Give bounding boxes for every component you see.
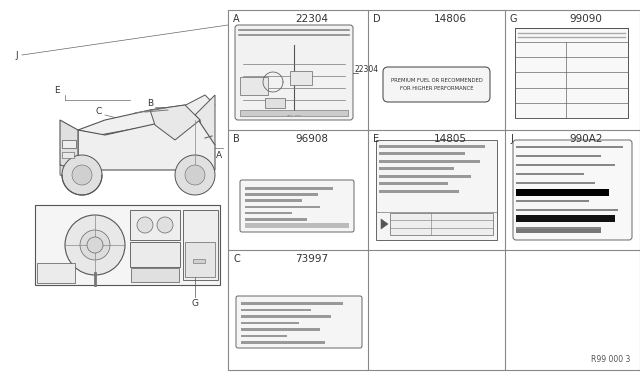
Bar xyxy=(516,189,609,196)
Bar xyxy=(245,218,307,221)
Bar xyxy=(193,259,205,263)
Bar xyxy=(62,140,76,148)
Text: 96908: 96908 xyxy=(296,134,328,144)
Circle shape xyxy=(137,217,153,233)
Polygon shape xyxy=(78,105,195,135)
Bar xyxy=(379,152,465,155)
Bar xyxy=(379,167,454,170)
Bar xyxy=(228,10,640,370)
Bar xyxy=(379,160,480,163)
Text: FOR HIGHER PERFORMANCE: FOR HIGHER PERFORMANCE xyxy=(400,86,473,91)
Bar xyxy=(245,206,320,208)
Text: 99090: 99090 xyxy=(570,14,602,24)
Bar xyxy=(379,190,460,192)
Bar xyxy=(240,110,348,116)
Bar xyxy=(516,215,616,222)
Bar xyxy=(241,302,343,305)
Bar xyxy=(516,182,595,184)
FancyBboxPatch shape xyxy=(383,67,490,102)
Polygon shape xyxy=(175,155,215,195)
Bar xyxy=(390,213,493,235)
Text: 14806: 14806 xyxy=(434,14,467,24)
Bar xyxy=(185,242,215,277)
Bar xyxy=(290,71,312,85)
Bar xyxy=(516,209,618,211)
Bar xyxy=(240,77,268,95)
Polygon shape xyxy=(62,155,102,195)
Text: 22304: 22304 xyxy=(296,14,328,24)
Bar xyxy=(245,199,302,202)
Text: C: C xyxy=(96,106,102,115)
Polygon shape xyxy=(155,95,215,140)
Bar xyxy=(379,175,471,177)
Bar xyxy=(241,328,320,330)
Bar xyxy=(265,98,285,108)
Bar xyxy=(379,182,448,185)
Polygon shape xyxy=(185,165,205,185)
Text: PREMIUM FUEL OR RECOMMENDED: PREMIUM FUEL OR RECOMMENDED xyxy=(390,78,483,83)
Bar xyxy=(515,28,628,118)
Bar xyxy=(131,268,179,282)
Bar xyxy=(245,223,349,228)
Bar xyxy=(379,145,485,148)
Bar xyxy=(241,341,324,343)
Text: J: J xyxy=(510,134,513,144)
Bar xyxy=(35,205,220,285)
Bar xyxy=(516,173,584,175)
Text: 14805: 14805 xyxy=(434,134,467,144)
Text: G: G xyxy=(510,14,518,24)
FancyBboxPatch shape xyxy=(513,140,632,240)
Bar xyxy=(62,152,74,158)
Bar xyxy=(241,315,332,317)
Text: E: E xyxy=(54,86,60,94)
Text: A: A xyxy=(216,151,222,160)
FancyBboxPatch shape xyxy=(236,296,362,348)
Text: B: B xyxy=(147,99,153,108)
Bar xyxy=(516,229,601,233)
Bar xyxy=(516,164,616,166)
Text: A: A xyxy=(233,14,239,24)
Bar xyxy=(241,334,287,337)
Bar xyxy=(245,187,333,189)
Bar xyxy=(516,218,573,220)
Text: J: J xyxy=(15,51,18,60)
Bar xyxy=(516,146,623,148)
Text: E: E xyxy=(373,134,379,144)
Bar xyxy=(245,224,285,227)
Bar xyxy=(130,210,180,240)
Text: B: B xyxy=(233,134,240,144)
Circle shape xyxy=(87,237,103,253)
Text: D: D xyxy=(373,14,381,24)
Circle shape xyxy=(80,230,110,260)
FancyBboxPatch shape xyxy=(235,25,353,120)
Bar xyxy=(241,321,299,324)
Bar xyxy=(516,227,601,229)
Polygon shape xyxy=(195,95,215,155)
Bar xyxy=(183,210,218,280)
Bar xyxy=(245,212,292,214)
Text: 22304: 22304 xyxy=(355,64,379,74)
Polygon shape xyxy=(72,165,92,185)
Text: C: C xyxy=(233,254,240,264)
Bar xyxy=(130,242,180,267)
Polygon shape xyxy=(60,120,78,170)
Polygon shape xyxy=(381,219,388,229)
Polygon shape xyxy=(150,105,200,140)
Text: R99 000 3: R99 000 3 xyxy=(591,356,630,365)
Text: 73997: 73997 xyxy=(296,254,328,264)
Bar xyxy=(516,155,601,157)
FancyBboxPatch shape xyxy=(240,180,354,232)
Bar xyxy=(245,193,318,196)
Bar xyxy=(37,263,75,283)
Text: G: G xyxy=(191,298,198,308)
Bar xyxy=(241,308,310,311)
Circle shape xyxy=(65,215,125,275)
Polygon shape xyxy=(78,115,215,170)
Circle shape xyxy=(157,217,173,233)
Text: 990A2: 990A2 xyxy=(569,134,603,144)
Bar xyxy=(516,200,589,202)
Polygon shape xyxy=(60,165,78,180)
Text: ___  ___: ___ ___ xyxy=(286,111,301,115)
Bar xyxy=(376,140,497,240)
